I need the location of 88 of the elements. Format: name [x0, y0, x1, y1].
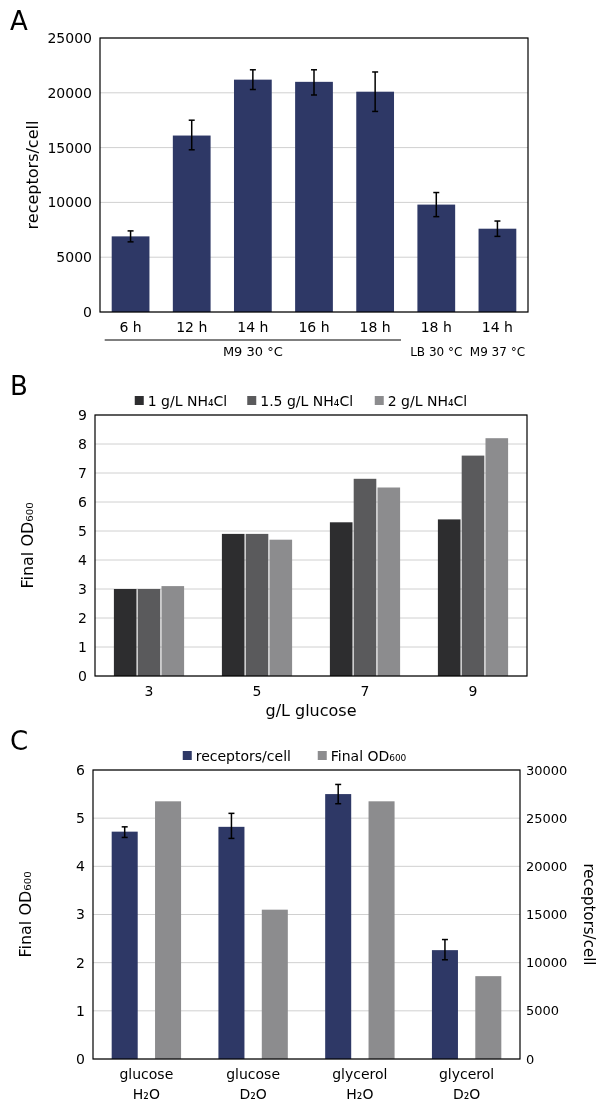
y-tick-label: 25000 [47, 29, 92, 46]
chart-title: B [10, 371, 28, 401]
legend-label: 2 g/L NH₄Cl [387, 392, 468, 409]
y-tick-label: 5 [78, 522, 87, 539]
y-axis-title: Final OD₆₀₀ [18, 502, 37, 589]
x-tick-label: 3 [144, 683, 154, 699]
y-tick-label: 10000 [47, 194, 92, 211]
chart-title: A [10, 6, 28, 36]
y2-tick-label: 15000 [526, 907, 568, 923]
y2-axis-title: receptors/cell [580, 863, 598, 966]
y-tick-label: 5000 [56, 249, 92, 266]
bar [368, 801, 395, 1059]
y-tick-label: 4 [78, 551, 88, 568]
x-tick-label: 14 h [481, 319, 513, 335]
bar [485, 438, 509, 676]
legend-label: 1.5 g/L NH₄Cl [260, 392, 354, 409]
y-tick-label: 5 [76, 810, 85, 827]
bar [221, 533, 245, 676]
bar [431, 950, 458, 1059]
x-tick-label: 14 h [237, 319, 269, 335]
x-tick-label: glucose H₂O [119, 1066, 174, 1102]
chart-title: C [10, 726, 29, 756]
y-tick-label: 2 [78, 609, 87, 626]
bar [233, 79, 272, 312]
x-tick-label: 9 [468, 683, 478, 699]
y-tick-label: 0 [83, 303, 92, 320]
text: M9 30 °C [222, 344, 283, 359]
bar [478, 228, 517, 312]
x-tick-label: glucose D₂O [226, 1066, 281, 1102]
bar [475, 976, 502, 1059]
y-tick-label: 3 [76, 906, 85, 923]
bar [295, 81, 333, 312]
y-axis-title: Final OD₆₀₀ [16, 871, 35, 958]
y-tick-label: 6 [76, 761, 86, 778]
bar [377, 487, 401, 676]
x-tick-label: glycerol D₂O [438, 1066, 495, 1102]
bar [111, 831, 138, 1059]
bar [137, 589, 161, 676]
y-tick-label: 3 [78, 580, 87, 597]
y2-tick-label: 0 [526, 1051, 535, 1067]
legend-label: receptors/cell [195, 747, 291, 764]
y-tick-label: 4 [76, 858, 86, 875]
y2-tick-label: 20000 [526, 858, 568, 874]
y-axis-title: receptors/cell [23, 120, 42, 230]
bar [261, 909, 288, 1059]
bar [161, 586, 185, 676]
x-tick-label: 18 h [420, 319, 452, 335]
y2-tick-label: 25000 [526, 810, 568, 826]
y-tick-label: 0 [78, 667, 87, 684]
legend-label: 1 g/L NH₄Cl [147, 392, 228, 409]
text: M9 37 °C [469, 345, 526, 359]
bar [417, 204, 456, 312]
x-axis-title: g/L glucose [265, 701, 357, 720]
y2-tick-label: 10000 [526, 955, 568, 971]
bar [325, 794, 352, 1059]
text: LB 30 °C [410, 345, 463, 359]
legend-label: Final OD₆₀₀ [330, 747, 407, 764]
bar [437, 519, 461, 676]
bar [218, 826, 245, 1059]
x-tick-label: 5 [252, 683, 262, 699]
y2-tick-label: 5000 [526, 1003, 560, 1019]
y-tick-label: 15000 [47, 139, 92, 156]
bar [172, 135, 211, 312]
bar [245, 533, 269, 676]
y-tick-label: 7 [78, 464, 87, 481]
x-tick-label: 18 h [359, 319, 391, 335]
x-tick-label: 16 h [298, 319, 330, 335]
x-tick-label: 7 [360, 683, 370, 699]
bar [356, 91, 395, 312]
y-tick-label: 20000 [47, 84, 92, 101]
bar [155, 801, 182, 1059]
y-tick-label: 1 [78, 638, 87, 655]
bar [111, 236, 150, 312]
x-tick-label: glycerol H₂O [332, 1066, 388, 1102]
bar [329, 522, 353, 676]
bar [461, 455, 485, 676]
y-tick-label: 8 [78, 435, 87, 452]
x-tick-label: 6 h [119, 319, 142, 335]
y-tick-label: 0 [76, 1050, 85, 1067]
y-tick-label: 1 [76, 1002, 85, 1019]
y2-tick-label: 30000 [526, 762, 568, 778]
y-tick-label: 2 [76, 954, 85, 971]
bar [353, 478, 377, 676]
bar [113, 589, 137, 676]
x-tick-label: 12 h [176, 319, 208, 335]
y-tick-label: 9 [78, 406, 87, 423]
y-tick-label: 6 [78, 493, 88, 510]
bar [269, 539, 293, 676]
